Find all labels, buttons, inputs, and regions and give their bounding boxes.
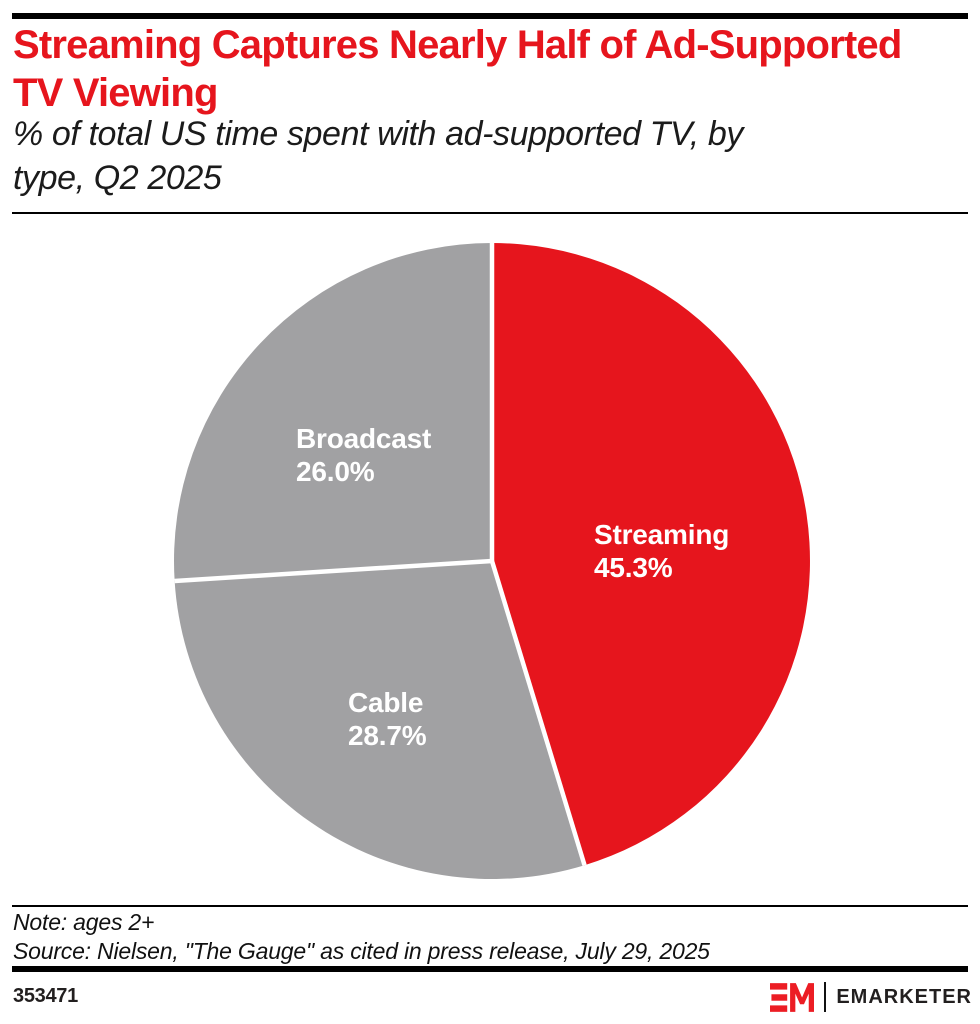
pie-slice-broadcast [174,243,492,581]
pie-label-streaming: Streaming 45.3% [594,518,729,584]
slice-name: Streaming [594,519,730,550]
em-mark-icon [770,982,815,1012]
pie-slice-separator [174,558,493,584]
pie-label-broadcast: Broadcast 26.0% [296,422,431,488]
slice-name: Broadcast [296,423,432,454]
pie-label-cable: Cable 28.7% [348,686,427,752]
slice-value: 26.0% [296,456,375,487]
footer-bar [12,966,968,972]
pie-slice-cable [174,561,585,879]
footer-divider [12,905,968,907]
source-line: Source: Nielsen, "The Gauge" as cited in… [13,938,710,964]
logo-wordmark: EMARKETER [836,986,972,1008]
notes-block: Note: ages 2+ Source: Nielsen, "The Gaug… [13,908,710,966]
emarketer-logo: EMARKETER [770,982,972,1012]
pie-chart: Streaming 45.3% Cable 28.7% Broadcast 26… [0,215,980,905]
slice-value: 28.7% [348,720,427,751]
header-divider [12,212,968,214]
top-accent-bar [12,13,968,19]
note-line: Note: ages 2+ [13,909,155,935]
chart-id: 353471 [13,985,78,1007]
pie-slice-streaming [492,243,810,866]
pie-slice-separator [489,560,587,866]
pie-chart-svg [174,243,810,879]
slice-name: Cable [348,687,424,718]
chart-title: Streaming Captures Nearly Half of Ad-Sup… [13,23,902,115]
logo-divider [824,982,827,1012]
slice-value: 45.3% [594,552,673,583]
chart-subtitle: % of total US time spent with ad-support… [13,115,744,197]
